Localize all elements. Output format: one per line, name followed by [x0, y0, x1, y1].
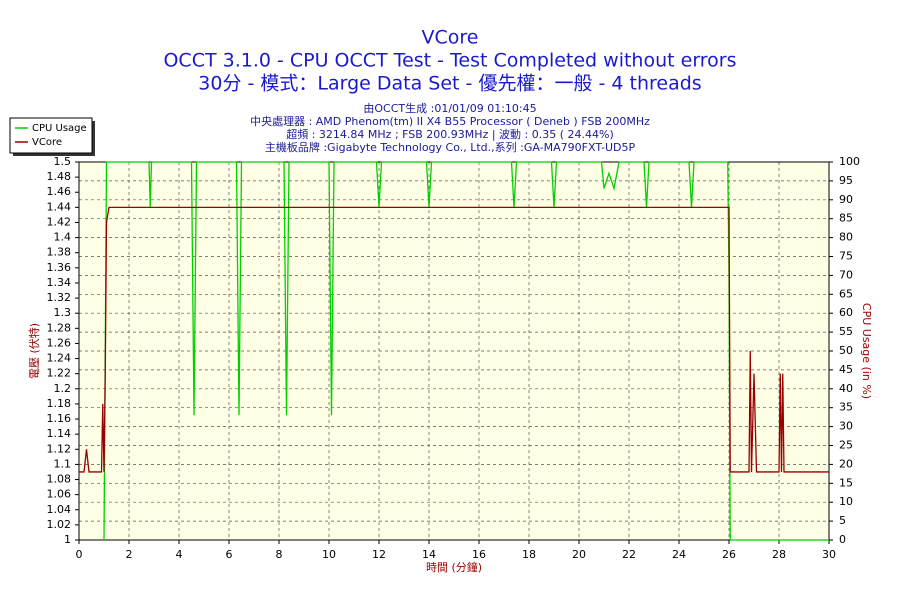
series-line: [103, 161, 829, 541]
y2-tick-label: 20: [839, 457, 853, 470]
y-tick-label: 1.22: [47, 367, 72, 380]
y2-tick-label: 95: [839, 174, 853, 187]
y-tick-label: 1.32: [47, 291, 72, 304]
y-tick-label: 1.5: [54, 155, 72, 168]
legend-box: [9, 117, 93, 154]
y-tick-label: 1.24: [47, 352, 72, 365]
y2-tick-label: 25: [839, 439, 853, 452]
x-tick-label: 4: [176, 548, 183, 561]
y2-tick-label: 55: [839, 325, 853, 338]
y-tick-label: 1.36: [47, 261, 72, 274]
y2-tick-label: 35: [839, 401, 853, 414]
note: 中央處理器 : AMD Phenom(tm) II X4 B55 Process…: [250, 114, 650, 128]
x-tick-label: 2: [126, 548, 133, 561]
y2-tick-label: 50: [839, 344, 853, 357]
y-tick-label: 1.38: [47, 246, 72, 259]
chart-subtitle: 30分 - 模式：Large Data Set - 優先權：一般 - 4 thr…: [198, 73, 701, 95]
y-tick-label: 1.06: [47, 488, 72, 501]
y-tick-label: 1.18: [47, 397, 72, 410]
y-tick-label: 1.34: [47, 276, 72, 289]
x-tick-label: 20: [572, 548, 586, 561]
y-tick-label: 1.44: [47, 200, 72, 213]
chart-subtitle: OCCT 3.1.0 - CPU OCCT Test - Test Comple…: [163, 50, 736, 72]
y-tick-label: 1.4: [54, 231, 72, 244]
y2-axis-label: CPU Usage (in %): [860, 303, 873, 399]
y2-tick-label: 40: [839, 382, 853, 395]
y2-tick-label: 90: [839, 193, 853, 206]
y2-tick-label: 30: [839, 420, 853, 433]
y-tick-label: 1.46: [47, 185, 72, 198]
x-tick-label: 24: [672, 548, 686, 561]
chart-title: VCore: [422, 27, 479, 49]
x-axis-label: 時間 (分鐘): [426, 560, 482, 574]
y-tick-label: 1.04: [47, 503, 72, 516]
x-tick-label: 30: [822, 548, 836, 561]
y2-tick-label: 85: [839, 212, 853, 225]
series-line: [79, 206, 829, 473]
y-tick-label: 1.14: [47, 427, 72, 440]
y-tick-label: 1.08: [47, 473, 72, 486]
y2-tick-label: 15: [839, 476, 853, 489]
y-tick-label: 1.2: [54, 382, 72, 395]
y-tick-label: 1: [64, 533, 71, 546]
x-tick-label: 10: [322, 548, 336, 561]
y-tick-label: 1.1: [54, 457, 72, 470]
y-tick-label: 1.02: [47, 518, 72, 531]
x-tick-label: 8: [276, 548, 283, 561]
y-tick-label: 1.16: [47, 412, 72, 425]
y2-tick-label: 60: [839, 306, 853, 319]
x-tick-label: 22: [622, 548, 636, 561]
y-tick-label: 1.12: [47, 442, 72, 455]
note: 超頻 : 3214.84 MHz ; FSB 200.93MHz | 波動 : …: [286, 127, 614, 141]
y-tick-label: 1.42: [47, 215, 72, 228]
y2-tick-label: 100: [839, 155, 860, 168]
note: 主機板品牌 :Gigabyte Technology Co., Ltd.,系列 …: [265, 140, 636, 154]
legend-label: VCore: [32, 137, 62, 148]
y2-tick-label: 5: [839, 514, 846, 527]
x-tick-label: 16: [472, 548, 486, 561]
note: 由OCCT生成 :01/01/09 01:10:45: [363, 101, 536, 115]
y-tick-label: 1.3: [54, 306, 72, 319]
y2-tick-label: 70: [839, 268, 853, 281]
x-tick-label: 14: [422, 548, 436, 561]
y-axis-label: 電壓 (伏特): [27, 323, 41, 379]
x-tick-label: 26: [722, 548, 736, 561]
x-tick-label: 6: [226, 548, 233, 561]
y-tick-label: 1.26: [47, 336, 72, 349]
y2-tick-label: 45: [839, 363, 853, 376]
x-tick-label: 18: [522, 548, 536, 561]
x-tick-label: 0: [76, 548, 83, 561]
y2-tick-label: 10: [839, 495, 853, 508]
y-tick-label: 1.28: [47, 321, 72, 334]
y2-tick-label: 80: [839, 231, 853, 244]
legend-label: CPU Usage: [32, 123, 87, 134]
x-tick-label: 12: [372, 548, 386, 561]
y-tick-label: 1.48: [47, 170, 72, 183]
x-tick-label: 28: [772, 548, 786, 561]
y2-tick-label: 65: [839, 287, 853, 300]
y2-tick-label: 75: [839, 250, 853, 263]
y2-tick-label: 0: [839, 533, 846, 546]
